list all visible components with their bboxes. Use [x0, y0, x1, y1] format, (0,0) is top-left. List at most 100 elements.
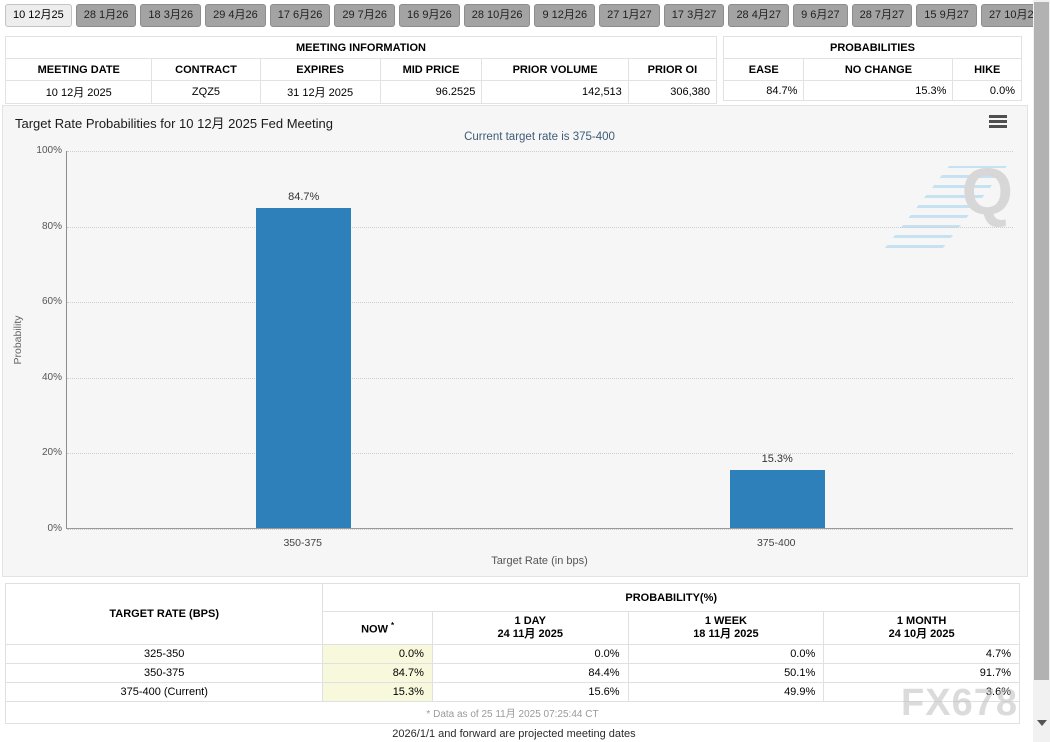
quikstrike-watermark: Q [961, 154, 1013, 228]
col-expires: EXPIRES [259, 58, 381, 81]
contract-value: ZQZ5 [151, 80, 261, 104]
probabilities-title: PROBABILITIES [723, 36, 1022, 59]
week-probability: 49.9% [627, 682, 825, 702]
projected-dates-note: 2026/1/1 and forward are projected meeti… [392, 728, 636, 740]
y-axis-tick: 0% [47, 523, 62, 534]
mid-price-value: 96.2525 [379, 80, 483, 104]
now-probability: 84.7% [322, 663, 433, 683]
y-axis-tick: 40% [41, 371, 62, 383]
meeting-information-table: MEETING INFORMATION MEETING DATE CONTRAC… [4, 36, 718, 104]
vertical-scrollbar[interactable] [1033, 0, 1050, 742]
target-rate-probability-table: TARGET RATE (BPS) PROBABILITY(%) NOW * 1… [4, 583, 1020, 724]
meeting-date-tab[interactable]: 17 6月26 [269, 4, 331, 27]
col-hike: HIKE [952, 58, 1022, 81]
table-row: 375-400 (Current) 15.3% 15.6% 49.9% 3.6% [4, 682, 1020, 702]
now-label: NOW [361, 623, 388, 636]
week-probability: 50.1% [627, 663, 825, 683]
meeting-date-tab[interactable]: 16 9月26 [399, 4, 460, 27]
gridline [67, 151, 1013, 152]
probability-bar [729, 470, 825, 528]
month-date: 24 10月 2025 [888, 628, 955, 640]
scrollbar-thumb[interactable] [1034, 2, 1049, 680]
meeting-date-tab[interactable]: 17 3月27 [663, 4, 725, 27]
y-axis-tick: 20% [41, 447, 62, 459]
rate-range: 325-350 [4, 644, 324, 664]
table-row: 325-350 0.0% 0.0% 0.0% 4.7% [4, 644, 1020, 664]
plot-area: 84.7% 15.3% [66, 151, 1013, 530]
meeting-date-tab[interactable]: 27 10月27 [980, 4, 1048, 27]
meeting-date-tab[interactable]: 28 1月26 [75, 4, 137, 27]
x-axis-title: Target Rate (in bps) [491, 555, 588, 567]
chart-title: Target Rate Probabilities for 10 12月 202… [15, 116, 333, 131]
probability-bar [256, 207, 352, 528]
gridline [67, 302, 1013, 304]
gridline [67, 377, 1013, 379]
col-ease: EASE [722, 58, 805, 81]
chart-menu-icon[interactable] [989, 115, 1007, 130]
meeting-date-value: 10 12月 2025 [4, 80, 153, 104]
col-1-week: 1 WEEK 18 11月 2025 [627, 611, 825, 645]
hike-value: 0.0% [952, 80, 1022, 101]
ease-value: 84.7% [722, 80, 805, 101]
meeting-date-tab[interactable]: 15 9月27 [916, 4, 977, 27]
target-rate-chart-panel: Target Rate Probabilities for 10 12月 202… [2, 105, 1028, 577]
prior-volume-value: 142,513 [481, 80, 629, 104]
no-change-value: 15.3% [803, 80, 954, 101]
meeting-information-title: MEETING INFORMATION [5, 36, 717, 59]
col-1-day: 1 DAY 24 11月 2025 [431, 611, 629, 645]
week-label: 1 WEEK [704, 615, 748, 627]
fx678-watermark: FX678 [901, 682, 1018, 724]
meeting-date-tab[interactable]: 18 3月26 [140, 4, 202, 27]
col-prior-oi: PRIOR OI [627, 58, 718, 81]
meeting-date-tab[interactable]: 10 12月25 [5, 4, 72, 27]
meeting-date-tab[interactable]: 27 1月27 [599, 4, 660, 27]
month-label: 1 MONTH [896, 615, 947, 627]
chart-subtitle: Current target rate is 375-400 [464, 131, 615, 143]
y-axis-tick: 80% [41, 220, 62, 232]
day-probability: 0.0% [431, 644, 629, 664]
meeting-date-tab[interactable]: 29 4月26 [205, 4, 266, 27]
month-probability: 91.7% [823, 663, 1020, 683]
meeting-date-tab[interactable]: 28 4月27 [728, 4, 790, 27]
scrollbar-down-arrow-icon[interactable] [1037, 720, 1047, 726]
now-probability: 0.0% [322, 644, 433, 664]
col-no-change: NO CHANGE [803, 58, 954, 81]
meeting-date-tab[interactable]: 29 7月26 [334, 4, 396, 27]
meeting-date-tabs: 10 12月25 28 1月26 18 3月26 29 4月26 17 6月26 29 7… [5, 4, 1048, 27]
week-date: 18 11月 2025 [693, 628, 759, 640]
gridline [67, 453, 1013, 455]
corner-header-target-rate: TARGET RATE (BPS) [4, 583, 324, 645]
y-axis-tick: 100% [36, 145, 62, 156]
month-probability: 4.7% [823, 644, 1020, 664]
day-probability: 15.6% [431, 682, 629, 702]
group-header-probability: PROBABILITY(%) [322, 583, 1020, 612]
day-date: 24 11月 2025 [497, 628, 563, 640]
col-1-month: 1 MONTH 24 10月 2025 [823, 611, 1020, 645]
col-mid-price: MID PRICE [379, 58, 483, 81]
col-prior-volume: PRIOR VOLUME [481, 58, 629, 81]
gridline [67, 529, 1013, 530]
now-probability: 15.3% [322, 682, 433, 702]
table-row: 350-375 84.7% 84.4% 50.1% 91.7% [4, 663, 1020, 683]
col-meeting-date: MEETING DATE [4, 58, 153, 81]
probabilities-table: PROBABILITIES EASE NO CHANGE HIKE 84.7% … [722, 36, 1022, 101]
data-as-of-footnote: * Data as of 25 11月 2025 07:25:44 CT [5, 701, 1020, 724]
rate-range: 350-375 [4, 663, 324, 683]
y-axis-tick: 60% [41, 296, 62, 308]
day-probability: 84.4% [431, 663, 629, 683]
day-label: 1 DAY [514, 615, 546, 627]
meeting-date-tab[interactable]: 9 6月27 [793, 4, 848, 27]
expires-value: 31 12月 2025 [259, 80, 381, 104]
meeting-date-tab[interactable]: 28 10月26 [463, 4, 531, 27]
col-contract: CONTRACT [151, 58, 261, 81]
bar-value-label: 15.3% [761, 453, 793, 466]
gridline [67, 226, 1013, 228]
bar-value-label: 84.7% [288, 190, 320, 203]
rate-range: 375-400 (Current) [4, 682, 324, 702]
meeting-date-tab[interactable]: 28 7月27 [851, 4, 913, 27]
meeting-date-tab[interactable]: 9 12月26 [534, 4, 596, 27]
x-axis-tick: 350-375 [283, 537, 323, 549]
col-now: NOW * [322, 611, 433, 645]
prior-oi-value: 306,380 [627, 80, 718, 104]
